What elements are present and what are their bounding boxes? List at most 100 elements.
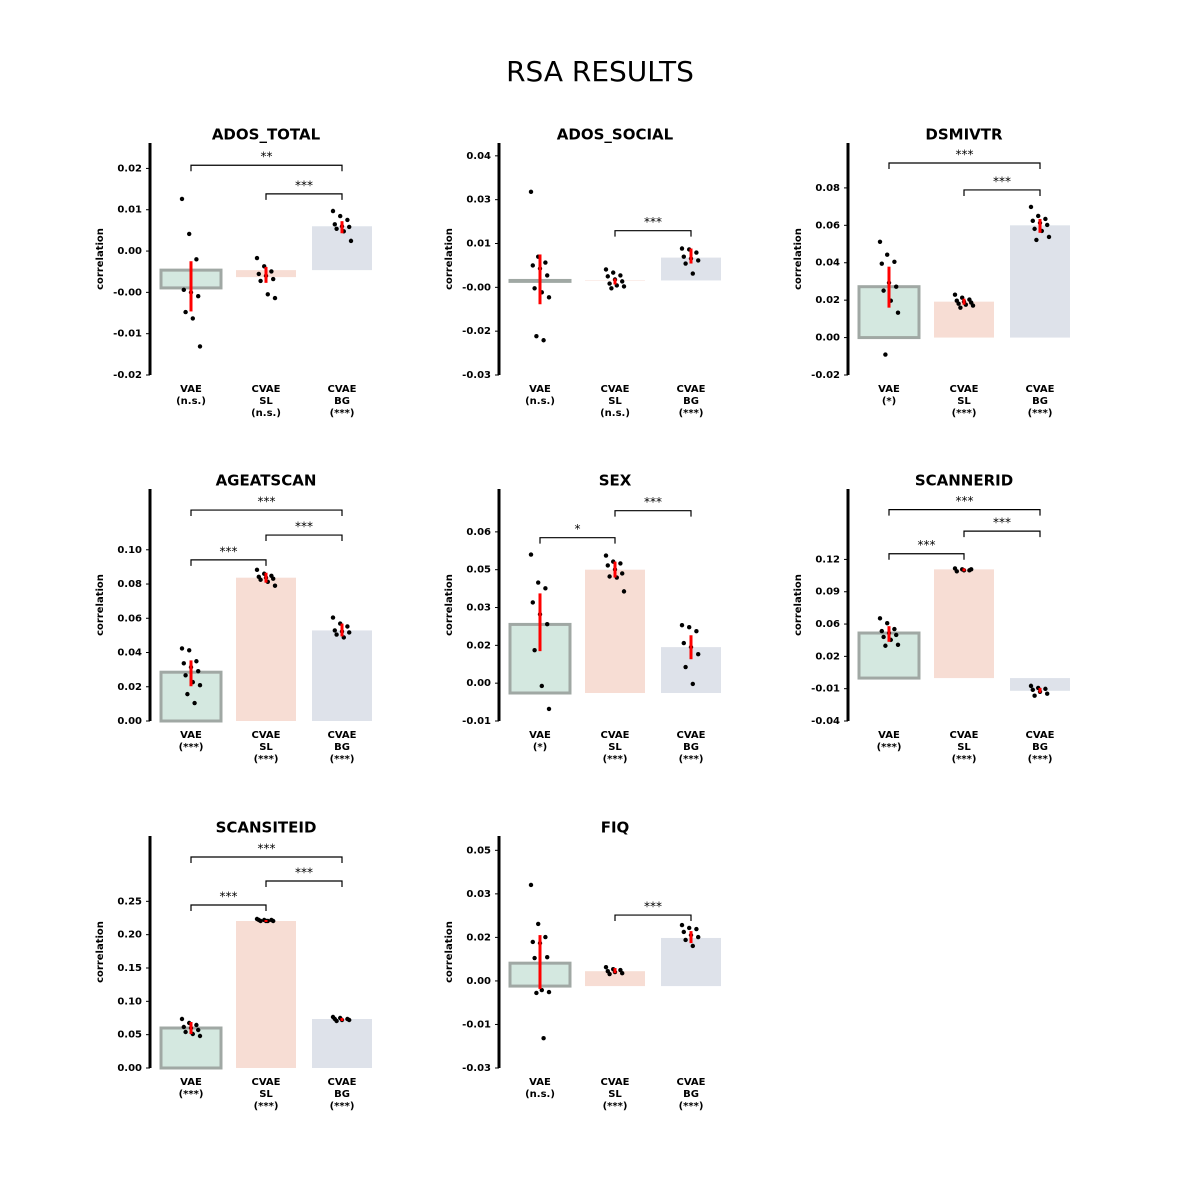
- data-point: [687, 624, 692, 630]
- data-point: [690, 681, 695, 687]
- x-tick-label: BG: [683, 396, 699, 407]
- y-tick-label: 0.00: [117, 716, 142, 727]
- data-point: [690, 271, 695, 276]
- data-point: [258, 577, 263, 582]
- y-tick-label: 0.10: [117, 545, 142, 556]
- data-point: [609, 286, 614, 291]
- y-tick-label: 0.02: [117, 163, 142, 174]
- significance-bracket: [265, 534, 343, 542]
- data-point: [532, 955, 537, 961]
- significance-label: ***: [295, 866, 313, 880]
- x-tick-label: VAE: [180, 730, 202, 741]
- x-tick-label: VAE: [878, 384, 900, 395]
- data-point: [539, 683, 544, 689]
- data-point: [881, 634, 886, 640]
- data-point: [194, 659, 199, 664]
- y-tick-label: 0.00: [466, 678, 491, 689]
- x-tick-label: VAE: [180, 384, 202, 395]
- x-tick-label: CVAE: [601, 1077, 630, 1088]
- data-point: [696, 651, 701, 657]
- y-axis-label: correlation: [793, 574, 804, 636]
- data-point: [1032, 693, 1037, 698]
- data-point: [1046, 234, 1052, 240]
- x-tick-label: (***): [179, 1089, 204, 1100]
- bar: [236, 577, 296, 721]
- data-point: [190, 316, 195, 321]
- panel-title: DSMIVTR: [925, 126, 1003, 144]
- data-point: [679, 246, 685, 251]
- y-axis-label: correlation: [95, 574, 106, 636]
- data-point: [1036, 213, 1041, 219]
- significance-label: ***: [993, 516, 1011, 530]
- x-tick-label: SL: [259, 742, 273, 753]
- y-tick-label: 0.04: [117, 648, 142, 659]
- data-point: [345, 217, 350, 223]
- data-point: [683, 261, 688, 266]
- x-tick-label: CVAE: [252, 730, 281, 741]
- data-point: [546, 706, 552, 712]
- x-tick-label: SL: [259, 396, 273, 407]
- significance-label: ***: [295, 178, 313, 192]
- data-point: [541, 338, 546, 343]
- data-point: [330, 208, 336, 214]
- data-point: [334, 226, 339, 232]
- x-tick-label: (***): [679, 754, 704, 765]
- data-point: [690, 943, 695, 949]
- data-point: [694, 250, 699, 255]
- data-point: [883, 352, 888, 357]
- y-tick-label: -0.02: [113, 370, 142, 381]
- data-point: [348, 238, 354, 244]
- data-point: [272, 295, 278, 301]
- y-tick-label: -0.02: [462, 326, 491, 337]
- x-tick-label: BG: [683, 742, 699, 753]
- data-point: [1030, 218, 1036, 224]
- data-point: [546, 295, 552, 300]
- data-point: [683, 664, 688, 670]
- data-point: [194, 257, 199, 262]
- x-tick-label: (n.s.): [251, 408, 281, 419]
- significance-bracket: [539, 537, 616, 544]
- significance-label: ***: [956, 148, 974, 162]
- data-point: [545, 273, 550, 278]
- panel: FIQ correlation -0.03 -0.01 0.00 0.02 0.03 0.05…: [444, 819, 721, 1112]
- bar: [312, 1019, 372, 1068]
- significance-bracket: [265, 880, 343, 887]
- y-tick-label: -0.02: [811, 370, 840, 381]
- data-point: [621, 589, 627, 594]
- x-tick-label: SL: [259, 1089, 273, 1100]
- data-point: [694, 629, 699, 634]
- data-point: [541, 1036, 546, 1041]
- y-axis-label: correlation: [444, 921, 455, 983]
- data-point: [536, 921, 541, 927]
- x-tick-label: BG: [334, 1089, 350, 1100]
- x-tick-label: SL: [608, 396, 622, 407]
- panel: DSMIVTR correlation -0.02 0.00 0.02 0.04 0.06 0…: [793, 126, 1070, 419]
- data-point: [269, 269, 274, 274]
- data-point: [536, 580, 541, 585]
- significance-bracket: [888, 509, 1041, 516]
- data-point: [895, 310, 901, 315]
- bar: [1010, 225, 1070, 338]
- data-point: [345, 624, 350, 629]
- significance-bracket: [190, 856, 343, 863]
- y-tick-label: 0.06: [466, 527, 491, 538]
- significance-bracket: [614, 230, 692, 237]
- data-point: [879, 261, 884, 266]
- data-point: [687, 925, 692, 931]
- data-point: [952, 292, 958, 297]
- panel: ADOS_SOCIAL correlation -0.03 -0.02 -0.00 0.0…: [444, 126, 721, 419]
- data-point: [1028, 683, 1034, 689]
- x-tick-label: (***): [330, 408, 355, 419]
- x-tick-label: VAE: [878, 730, 900, 741]
- panel: AGEATSCAN correlation 0.00 0.02 0.04 0.06 0.08…: [95, 472, 372, 765]
- panel: ADOS_TOTAL correlation -0.02 -0.01 -0.00 0.00…: [95, 126, 372, 419]
- y-tick-label: 0.04: [815, 258, 840, 269]
- data-point: [194, 1022, 199, 1028]
- y-tick-label: 0.01: [117, 205, 142, 216]
- x-tick-label: VAE: [529, 730, 551, 741]
- data-point: [181, 1024, 186, 1030]
- significance-bracket: [614, 914, 692, 922]
- data-point: [954, 569, 959, 574]
- bar: [661, 257, 721, 281]
